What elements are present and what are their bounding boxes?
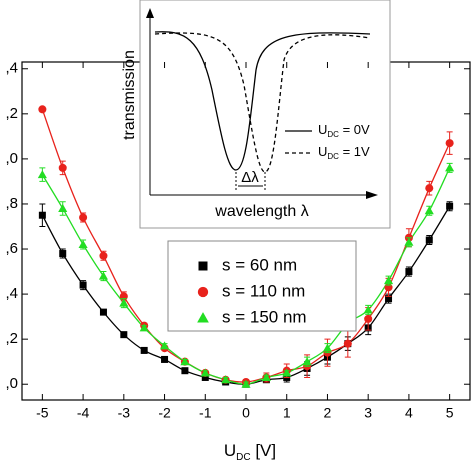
marker	[140, 346, 148, 354]
inset-x-label: wavelength λ	[214, 203, 308, 220]
y-tick-label: ,2	[5, 105, 18, 122]
inset-x-arrow	[366, 191, 378, 199]
marker	[241, 379, 251, 388]
marker	[198, 261, 208, 271]
marker	[37, 170, 47, 179]
marks	[37, 105, 455, 388]
inset-legend-1: UDC = 1V	[318, 144, 370, 161]
legend-label: s = 60 nm	[222, 255, 297, 274]
y-tick-label: ,0	[5, 150, 18, 167]
marker	[445, 139, 454, 148]
marker	[364, 314, 373, 323]
marker	[59, 250, 67, 258]
marker	[363, 305, 373, 314]
x-tick-label: 0	[242, 405, 250, 421]
x-tick-label: 1	[283, 405, 291, 421]
y-tick-label: ,6	[5, 240, 18, 257]
marker	[322, 343, 333, 352]
marker	[78, 239, 88, 249]
x-tick-label: 2	[324, 405, 332, 421]
inset-delta-label: Δλ	[241, 169, 259, 186]
marker	[99, 251, 108, 260]
marker	[221, 375, 231, 384]
x-tick-label: -1	[199, 405, 212, 421]
marker	[383, 276, 394, 285]
inset-y-arrow	[146, 8, 154, 18]
marker	[38, 105, 47, 114]
y-tick-label: ,2	[5, 330, 18, 347]
inset-legend-0: UDC = 0V	[318, 122, 370, 139]
x-tick-label: -3	[118, 405, 131, 421]
t: U	[318, 122, 327, 137]
x-label-sub: DC	[236, 452, 250, 463]
marker	[201, 373, 209, 381]
inset-curve-1v	[154, 32, 371, 173]
marker	[119, 298, 129, 307]
t: DC	[327, 130, 339, 139]
t: DC	[327, 152, 339, 161]
marker	[302, 357, 312, 366]
marker	[159, 341, 170, 350]
x-axis-label: UDC [V]	[224, 441, 276, 462]
y-tick-label: ,0	[5, 375, 18, 392]
x-label-main: U	[224, 441, 236, 460]
t: = 1V	[339, 144, 370, 159]
legend-label: s = 150 nm	[222, 307, 307, 326]
x-tick-label: -5	[36, 405, 49, 421]
marker	[58, 163, 67, 172]
x-label-unit: [V]	[251, 441, 277, 460]
marker	[425, 184, 434, 193]
marker	[424, 206, 434, 215]
marker	[99, 308, 107, 316]
y-tick-label: ,4	[5, 60, 18, 77]
marker	[79, 213, 88, 222]
marker	[445, 163, 455, 172]
t: U	[318, 144, 327, 159]
x-tick-label: 3	[364, 405, 372, 421]
marker	[282, 368, 292, 377]
y-tick-label: ,8	[5, 195, 18, 212]
marker	[98, 271, 109, 280]
marker	[200, 368, 210, 377]
x-tick-label: -4	[77, 405, 90, 421]
marker	[38, 211, 46, 219]
marker	[180, 357, 190, 366]
legend: s = 60 nm s = 110 nm s = 150 nm	[197, 255, 307, 326]
inset: Δλ transmission wavelength λ UDC = 0V UD…	[121, 0, 391, 229]
marker	[120, 331, 128, 339]
inset-y-label: transmission	[121, 50, 138, 140]
marker	[58, 203, 68, 212]
y-tick-label: ,4	[5, 285, 18, 302]
marker	[181, 367, 189, 375]
marker	[404, 237, 414, 246]
marker	[197, 286, 209, 298]
legend-box	[167, 240, 357, 332]
inset-curve-0v	[154, 31, 371, 171]
marker	[425, 236, 433, 244]
marker	[161, 355, 169, 363]
marker	[405, 268, 413, 276]
x-tick-label: 4	[405, 405, 413, 421]
marker	[139, 323, 149, 332]
legend-label: s = 110 nm	[222, 281, 305, 300]
t: = 0V	[339, 122, 370, 137]
marker	[79, 281, 87, 289]
marker	[385, 295, 393, 303]
marker	[446, 202, 454, 210]
marker	[261, 372, 271, 381]
x-tick-label: -2	[158, 405, 171, 421]
marker	[197, 312, 209, 323]
x-tick-label: 5	[446, 405, 454, 421]
marker	[343, 339, 352, 348]
